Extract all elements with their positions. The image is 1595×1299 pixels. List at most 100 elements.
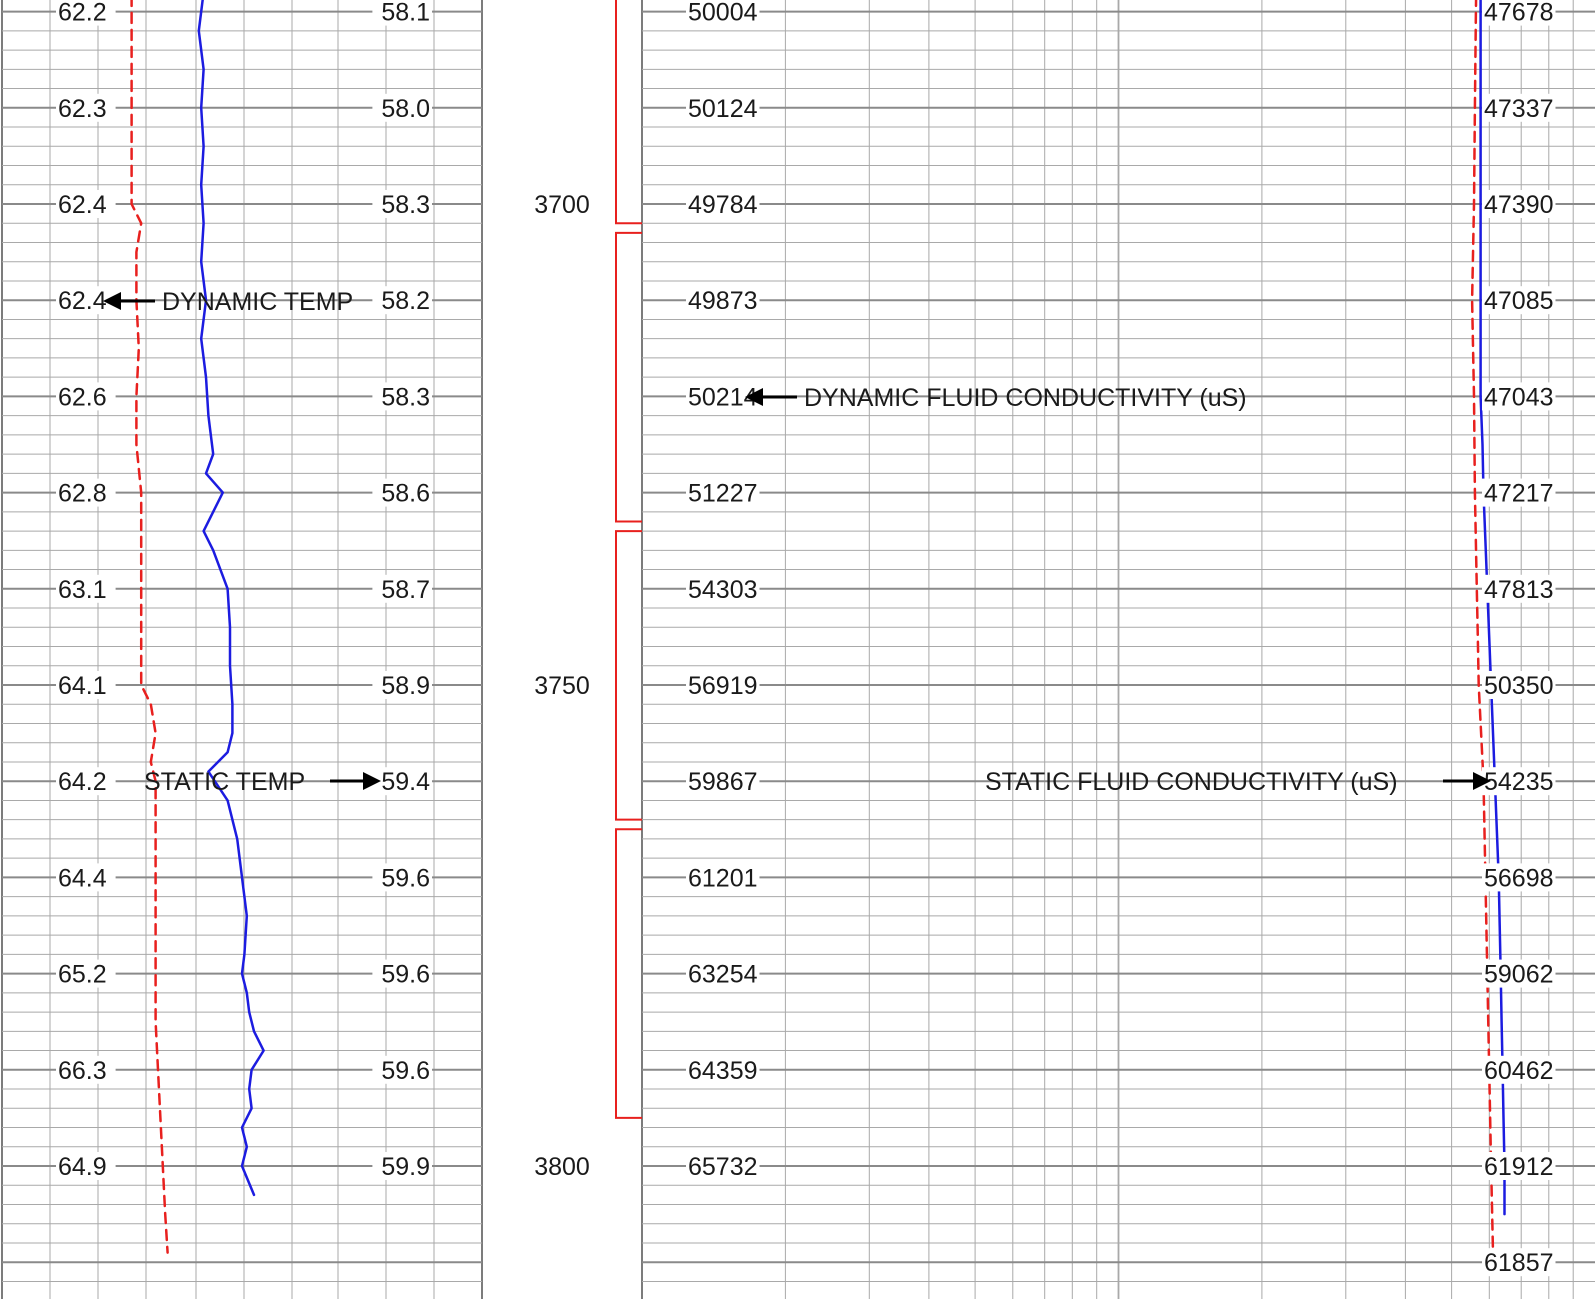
label-mask	[56, 190, 116, 218]
label-mask	[1482, 863, 1556, 892]
label-mask	[686, 478, 760, 507]
depth-tick-label: 3700	[534, 191, 590, 219]
label-mask	[56, 574, 116, 603]
grid-value-labels: 62.2 58.1 50004 47678 62.3 58.0 50124 47337 62.4…	[56, 0, 1556, 1277]
cond-right-value: 47337	[1484, 95, 1554, 123]
label-mask	[56, 959, 116, 988]
cond-left-value: 63254	[688, 961, 758, 989]
label-mask	[686, 863, 760, 892]
temp-right-value: 58.1	[381, 0, 430, 27]
label-mask	[686, 93, 760, 122]
temp-left-value: 65.2	[58, 961, 107, 989]
temp-left-value: 64.2	[58, 768, 107, 796]
label-mask	[1482, 574, 1556, 603]
static-conductivity-curve	[1479, 0, 1506, 1216]
temp-right-value: 58.3	[381, 383, 430, 411]
cond-right-value: 54235	[1484, 768, 1554, 796]
temp-left-value: 62.6	[58, 383, 107, 411]
label-mask	[1482, 671, 1556, 699]
depth-tick-label: 3800	[534, 1153, 590, 1181]
cond-left-value: 61201	[688, 864, 758, 892]
cond-right-value: 47085	[1484, 287, 1554, 315]
label-mask	[56, 767, 116, 796]
cond-right-value: 60462	[1484, 1057, 1554, 1085]
cond-left-value: 50004	[688, 0, 758, 27]
label-mask	[372, 190, 432, 218]
cond-left-value: 59867	[688, 768, 758, 796]
label-mask	[1482, 93, 1556, 122]
label-mask	[56, 0, 116, 26]
cond-right-value: 47678	[1484, 0, 1554, 27]
label-mask	[372, 959, 432, 988]
temp-right-value: 58.9	[381, 672, 430, 700]
static-temp-label: STATIC TEMP	[144, 768, 305, 796]
interval-bracket	[615, 231, 642, 523]
cond-left-value: 49784	[688, 191, 758, 219]
depth-tick-label: 3750	[534, 672, 590, 700]
label-mask	[372, 382, 432, 411]
label-mask	[56, 478, 116, 507]
temp-right-value: 58.3	[381, 191, 430, 219]
static-conductivity-annotation: STATIC FLUID CONDUCTIVITY (uS)	[985, 768, 1491, 796]
label-mask	[686, 574, 760, 603]
interval-bracket	[615, 828, 642, 1119]
label-mask	[56, 1055, 116, 1084]
arrowhead-icon	[363, 772, 381, 790]
cond-left-value: 51227	[688, 480, 758, 508]
label-mask	[56, 382, 116, 411]
label-mask	[372, 1055, 432, 1084]
dynamic-conductivity-label: DYNAMIC FLUID CONDUCTIVITY (uS)	[804, 384, 1247, 412]
static-conductivity-label: STATIC FLUID CONDUCTIVITY (uS)	[985, 768, 1398, 796]
temp-right-value: 59.6	[381, 1057, 430, 1085]
label-mask	[1482, 286, 1556, 315]
cond-right-value: 56698	[1484, 864, 1554, 892]
temp-right-value: 58.7	[381, 576, 430, 604]
static-temp-annotation: STATIC TEMP	[144, 768, 381, 796]
temp-left-value: 63.1	[58, 576, 107, 604]
label-mask	[372, 863, 432, 892]
cond-left-value: 49873	[688, 287, 758, 315]
temp-left-value: 64.9	[58, 1153, 107, 1181]
cond-right-value: 61857	[1484, 1249, 1554, 1277]
label-mask	[372, 286, 432, 315]
temp-right-value: 59.9	[381, 1153, 430, 1181]
static-temp-curve	[197, 0, 265, 1197]
temp-right-value: 58.6	[381, 480, 430, 508]
label-mask	[1482, 0, 1556, 26]
label-mask	[372, 671, 432, 699]
dynamic-conductivity-curve	[1470, 0, 1495, 1254]
cond-right-value: 47390	[1484, 191, 1554, 219]
cond-right-value: 47813	[1484, 576, 1554, 604]
interval-bracket	[615, 0, 642, 225]
dynamic-temp-curve	[130, 0, 169, 1254]
label-mask	[686, 286, 760, 315]
cond-left-value: 65732	[688, 1153, 758, 1181]
label-mask	[686, 1055, 760, 1084]
label-mask	[686, 1152, 760, 1180]
label-mask	[372, 0, 432, 26]
temp-left-value: 62.4	[58, 287, 107, 315]
cond-left-value: 50124	[688, 95, 758, 123]
temp-left-value: 62.2	[58, 0, 107, 27]
label-mask	[686, 190, 760, 218]
cond-right-value: 50350	[1484, 672, 1554, 700]
temp-right-value: 58.2	[381, 287, 430, 315]
label-mask	[372, 767, 432, 796]
temp-right-value: 59.6	[381, 864, 430, 892]
label-mask	[686, 767, 760, 796]
interval-brackets	[615, 0, 642, 1119]
arrowhead-icon	[745, 388, 763, 406]
label-mask	[56, 671, 116, 699]
label-mask	[686, 0, 760, 26]
temp-left-value: 62.8	[58, 480, 107, 508]
temp-left-value: 66.3	[58, 1057, 107, 1085]
cond-right-value: 59062	[1484, 961, 1554, 989]
label-mask	[372, 93, 432, 122]
temp-right-value: 59.6	[381, 961, 430, 989]
temp-left-value: 64.1	[58, 672, 107, 700]
label-mask	[686, 671, 760, 699]
dynamic-conductivity-annotation: DYNAMIC FLUID CONDUCTIVITY (uS)	[745, 384, 1247, 412]
label-mask	[1482, 1248, 1556, 1277]
